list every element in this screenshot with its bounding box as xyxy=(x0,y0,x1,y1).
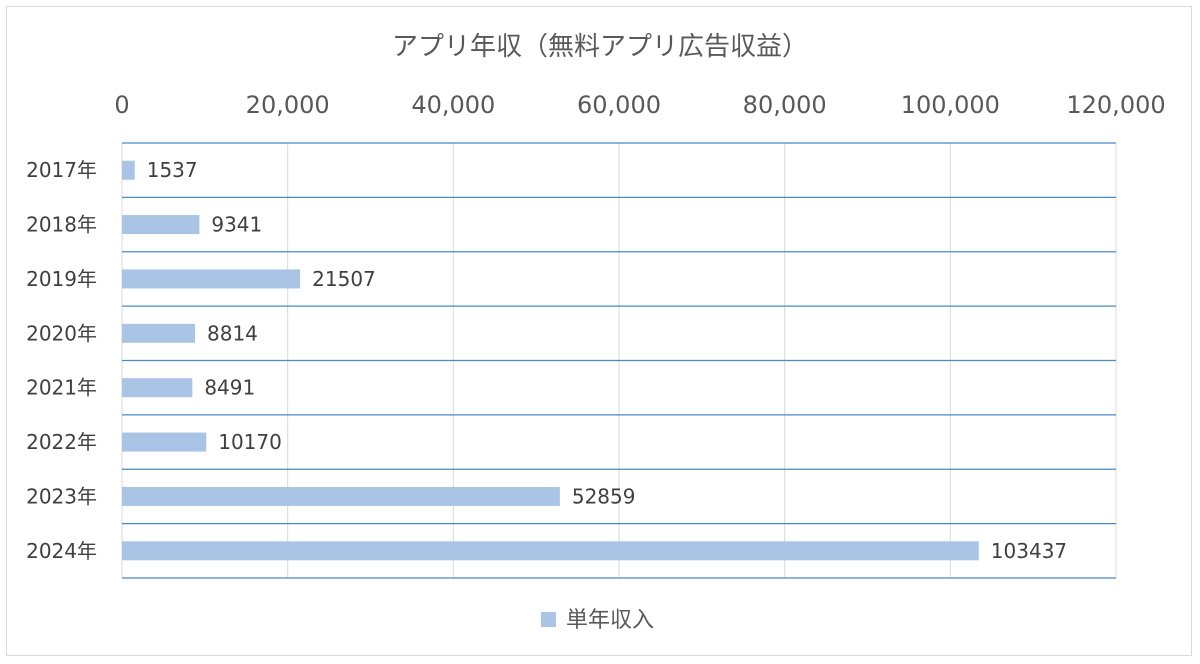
data-label: 8491 xyxy=(204,376,255,400)
x-tick-label: 120,000 xyxy=(1066,91,1165,119)
category-label: 2022年 xyxy=(26,430,97,454)
bar xyxy=(122,160,135,180)
category-label: 2023年 xyxy=(26,484,97,508)
x-tick-label: 40,000 xyxy=(411,91,495,119)
bar xyxy=(122,323,196,343)
x-tick-label: 60,000 xyxy=(577,91,661,119)
category-label: 2020年 xyxy=(26,321,97,345)
x-tick-label: 20,000 xyxy=(246,91,330,119)
category-labels: 2017年 2018年 2019年 2020年 2021年 2022年 2023年 2024年 xyxy=(26,158,97,563)
data-label: 103437 xyxy=(991,539,1067,563)
bar xyxy=(122,215,200,235)
x-axis-ticks: 0 20,000 40,000 60,000 80,000 100,000 120,000 xyxy=(114,91,1165,119)
bar xyxy=(122,486,560,506)
data-label: 8814 xyxy=(207,321,258,345)
category-label: 2017年 xyxy=(26,158,97,182)
data-label: 10170 xyxy=(218,430,282,454)
data-label: 1537 xyxy=(147,158,198,182)
category-label: 2021年 xyxy=(26,376,97,400)
category-label: 2019年 xyxy=(26,267,97,291)
bar xyxy=(122,541,979,561)
bar xyxy=(122,432,207,452)
gridlines xyxy=(121,142,1117,579)
data-label: 9341 xyxy=(211,213,262,237)
legend-label: 単年収入 xyxy=(566,608,654,633)
bar xyxy=(122,269,301,289)
category-label: 2018年 xyxy=(26,213,97,237)
x-tick-label: 100,000 xyxy=(901,91,1000,119)
legend: 単年収入 xyxy=(541,608,654,633)
chart-title: アプリ年収（無料アプリ広告収益） xyxy=(392,32,808,62)
data-labels: 1537 9341 21507 8814 8491 10170 52859 103437 xyxy=(147,158,1067,563)
data-label: 52859 xyxy=(572,484,636,508)
bar xyxy=(122,378,193,398)
bars xyxy=(122,160,979,561)
x-tick-label: 0 xyxy=(114,91,129,119)
data-label: 21507 xyxy=(312,267,376,291)
x-tick-label: 80,000 xyxy=(743,91,827,119)
category-label: 2024年 xyxy=(26,539,97,563)
legend-swatch xyxy=(541,612,556,627)
